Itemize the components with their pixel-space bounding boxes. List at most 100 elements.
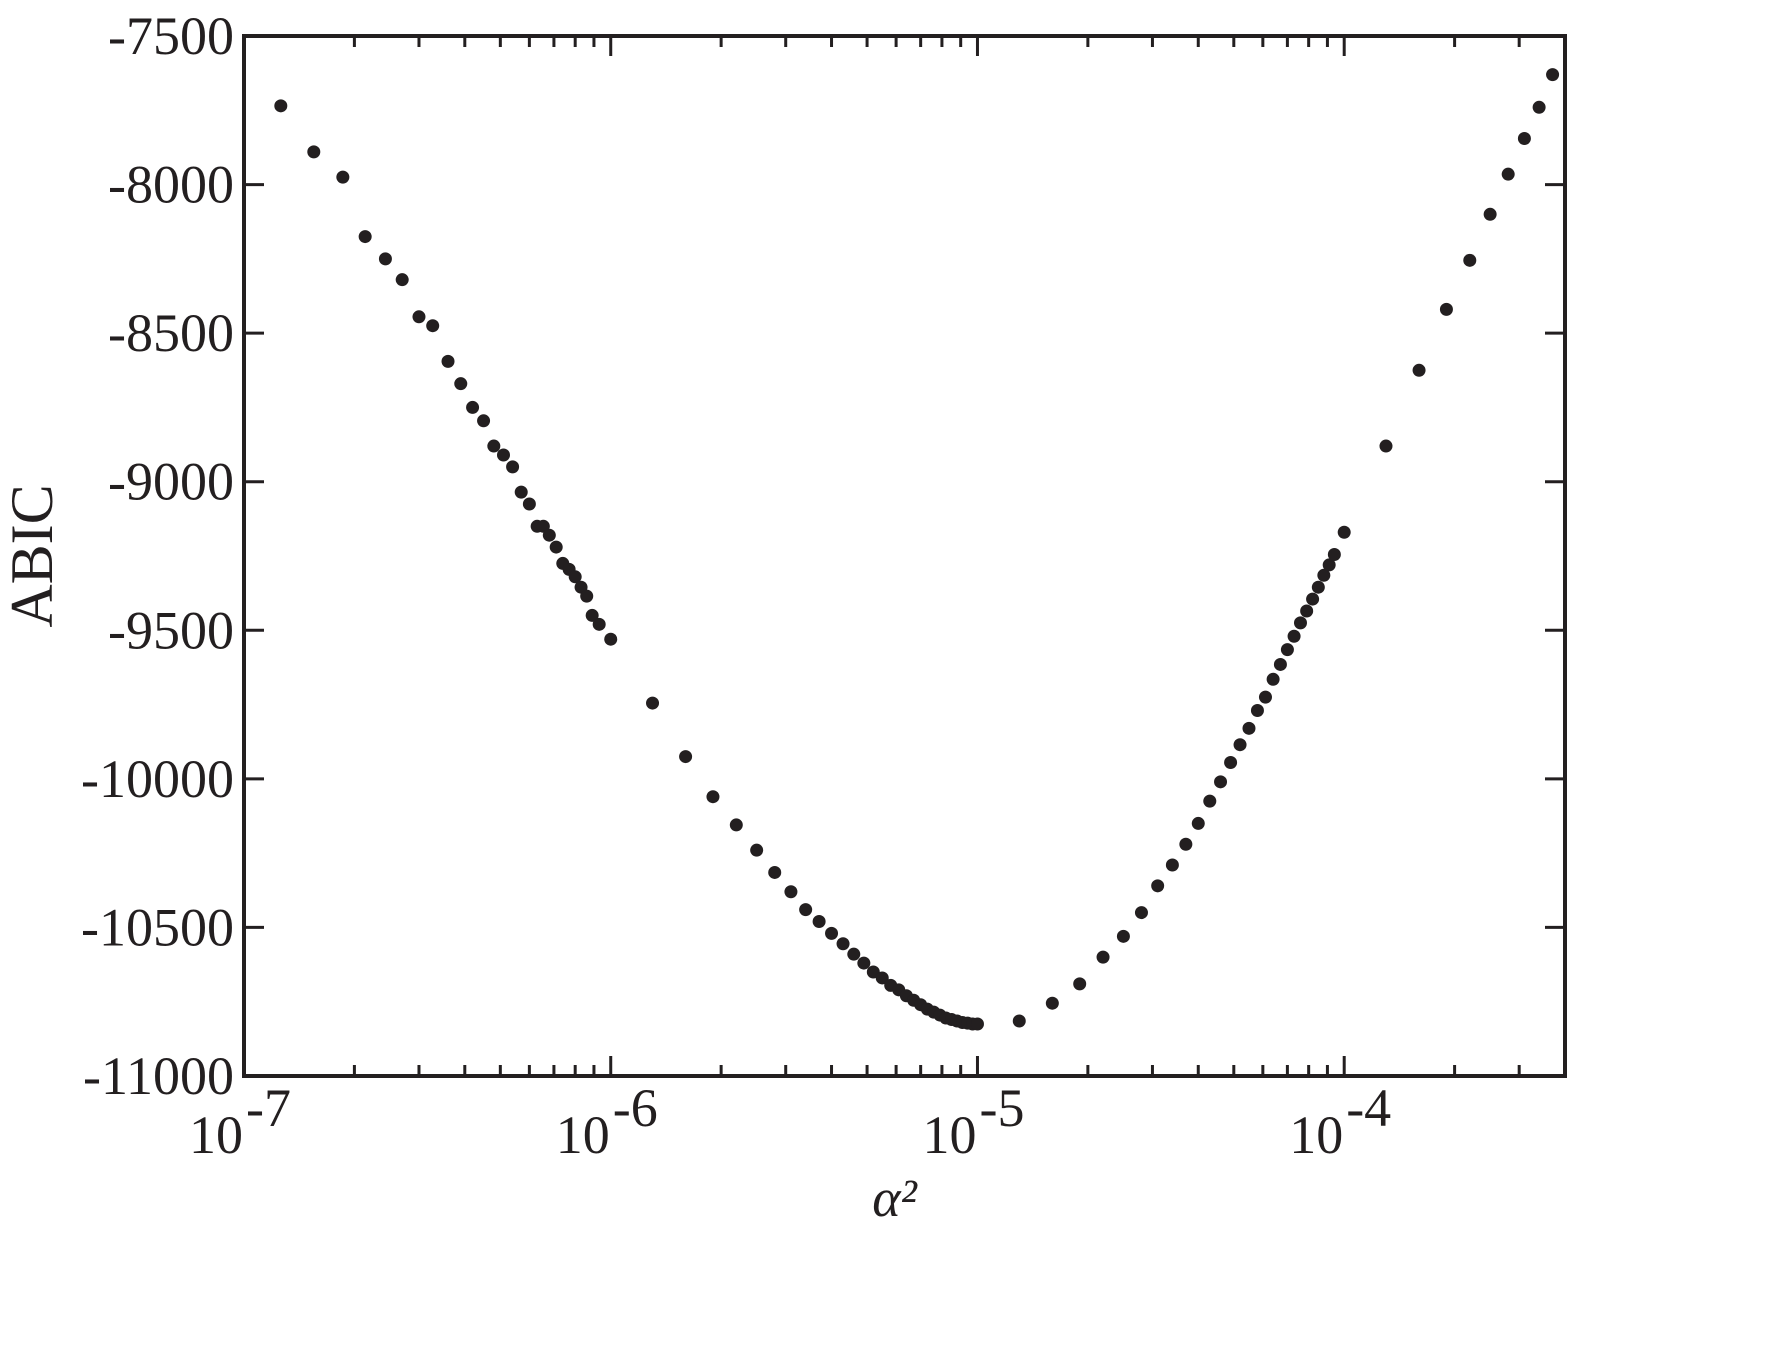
y-tick-label: -10500 <box>81 897 234 957</box>
data-point <box>1483 207 1497 221</box>
data-point <box>307 145 321 159</box>
data-point <box>336 170 350 184</box>
data-points <box>274 68 1560 1031</box>
data-point <box>274 99 288 113</box>
y-tick-label: -11000 <box>83 1046 234 1106</box>
x-tick-label: 10 <box>189 1105 243 1165</box>
data-point <box>1250 704 1264 718</box>
data-point <box>395 273 409 287</box>
data-point <box>1287 629 1301 643</box>
data-point <box>1546 68 1560 82</box>
data-point <box>1012 1014 1026 1028</box>
data-point <box>784 885 798 899</box>
data-point <box>1214 775 1228 789</box>
data-point <box>729 818 743 832</box>
data-point <box>1242 721 1256 735</box>
data-point <box>646 696 660 710</box>
data-point <box>412 310 426 324</box>
data-point <box>1501 167 1515 181</box>
data-point <box>496 448 510 462</box>
plot-frame <box>242 34 1567 1078</box>
data-point <box>1258 690 1272 704</box>
data-point <box>706 790 720 804</box>
data-point <box>1134 906 1148 920</box>
data-point <box>1096 950 1110 964</box>
y-tick-label: -9000 <box>108 452 234 512</box>
data-point <box>514 485 528 499</box>
data-point <box>378 252 392 266</box>
data-point <box>1073 977 1087 991</box>
data-point <box>1337 525 1351 539</box>
data-point <box>1266 672 1280 686</box>
y-tick-label: -8000 <box>108 155 234 215</box>
x-tick-exponent: -7 <box>246 1078 291 1138</box>
data-point <box>549 540 563 554</box>
y-tick-label: -9500 <box>108 600 234 660</box>
data-point <box>522 497 536 511</box>
data-point <box>604 632 618 646</box>
data-point <box>1179 837 1193 851</box>
data-point <box>1203 794 1217 808</box>
x-tick-exponent: -5 <box>979 1078 1024 1138</box>
data-point <box>1165 858 1179 872</box>
data-point <box>1322 558 1336 572</box>
data-point <box>358 230 372 244</box>
y-tick-label: -7500 <box>108 6 234 66</box>
data-point <box>568 570 582 584</box>
data-point <box>1224 756 1238 770</box>
data-point <box>1045 996 1059 1010</box>
data-point <box>466 400 480 414</box>
data-point <box>1327 548 1341 562</box>
data-point <box>1293 616 1307 630</box>
data-point <box>1463 253 1477 267</box>
data-point <box>1273 657 1287 671</box>
data-point <box>1317 568 1331 582</box>
data-point <box>970 1017 984 1031</box>
data-point <box>506 460 520 474</box>
data-point <box>825 926 839 940</box>
x-tick-label: 10 <box>1289 1105 1343 1165</box>
data-point <box>768 865 782 879</box>
x-tick-labels: 10 -7 10 -6 10 -5 10 -4 <box>189 1078 1391 1165</box>
data-point <box>1379 439 1393 453</box>
data-point <box>1439 302 1453 316</box>
data-point <box>847 947 861 961</box>
data-point <box>679 750 693 764</box>
data-point <box>836 937 850 951</box>
data-point <box>487 439 501 453</box>
x-tick-label: 10 <box>922 1105 976 1165</box>
x-axis-title: α² <box>872 1168 917 1228</box>
data-point <box>1532 100 1546 114</box>
data-point <box>857 956 871 970</box>
y-tick-label: -8500 <box>108 303 234 363</box>
data-point <box>875 971 889 985</box>
data-point <box>580 589 594 603</box>
data-point <box>542 528 556 542</box>
data-point <box>1311 580 1325 594</box>
data-point <box>441 354 455 368</box>
data-point <box>1280 643 1294 657</box>
data-point <box>454 377 468 391</box>
data-point <box>1517 132 1531 146</box>
data-point <box>1300 604 1314 618</box>
data-point <box>477 414 491 428</box>
data-point <box>1151 879 1165 893</box>
data-point <box>812 914 826 928</box>
data-point <box>585 608 599 622</box>
y-tick-label: -10000 <box>81 749 234 809</box>
data-point <box>750 843 764 857</box>
data-point <box>426 319 440 333</box>
data-point <box>1191 816 1205 830</box>
axis-ticks <box>242 34 1567 1078</box>
data-point <box>1233 738 1247 752</box>
x-tick-exponent: -4 <box>1346 1078 1391 1138</box>
data-point <box>1306 592 1320 606</box>
x-tick-exponent: -6 <box>613 1078 658 1138</box>
y-tick-labels: -7500 -8000 -8500 -9000 -9500 -10000 -10500 -11… <box>81 6 234 1106</box>
data-point <box>799 903 813 917</box>
data-point <box>1116 929 1130 943</box>
data-point <box>1412 363 1426 377</box>
y-axis-title: ABIC <box>0 484 65 627</box>
data-point <box>592 617 606 631</box>
